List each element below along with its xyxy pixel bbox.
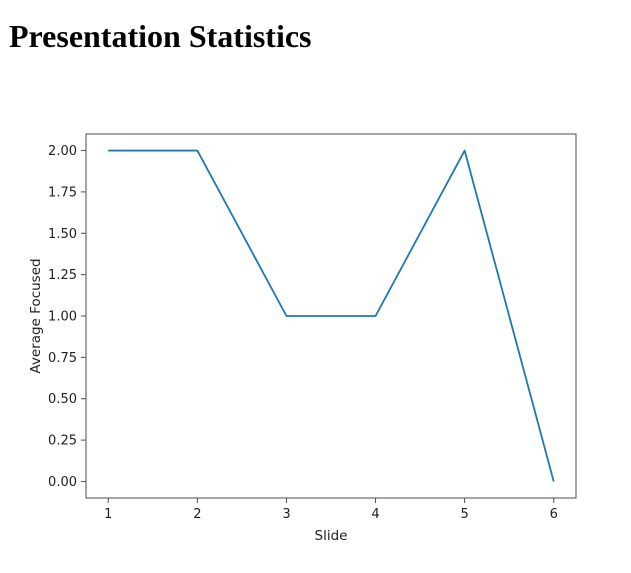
x-tick-label: 2: [193, 507, 201, 522]
x-tick-label: 6: [550, 507, 558, 522]
y-axis-label: Average Focused: [28, 258, 44, 373]
x-tick-label: 1: [104, 507, 112, 522]
x-tick-label: 5: [460, 507, 468, 522]
y-tick-label: 2.00: [48, 144, 77, 159]
x-tick-label: 4: [371, 507, 379, 522]
page-title: Presentation Statistics: [9, 18, 312, 54]
y-tick-label: 1.75: [48, 185, 77, 200]
y-tick-label: 1.50: [48, 227, 77, 242]
x-tick-label: 3: [282, 507, 290, 522]
y-tick-label: 1.00: [48, 310, 77, 325]
y-tick-label: 0.50: [48, 392, 77, 407]
y-tick-label: 0.25: [48, 434, 77, 449]
x-axis-label: Slide: [315, 528, 348, 544]
y-tick-label: 1.25: [48, 268, 77, 283]
y-tick-label: 0.75: [48, 351, 77, 366]
y-tick-label: 0.00: [48, 475, 77, 490]
line-series-average-focused: [108, 149, 555, 482]
